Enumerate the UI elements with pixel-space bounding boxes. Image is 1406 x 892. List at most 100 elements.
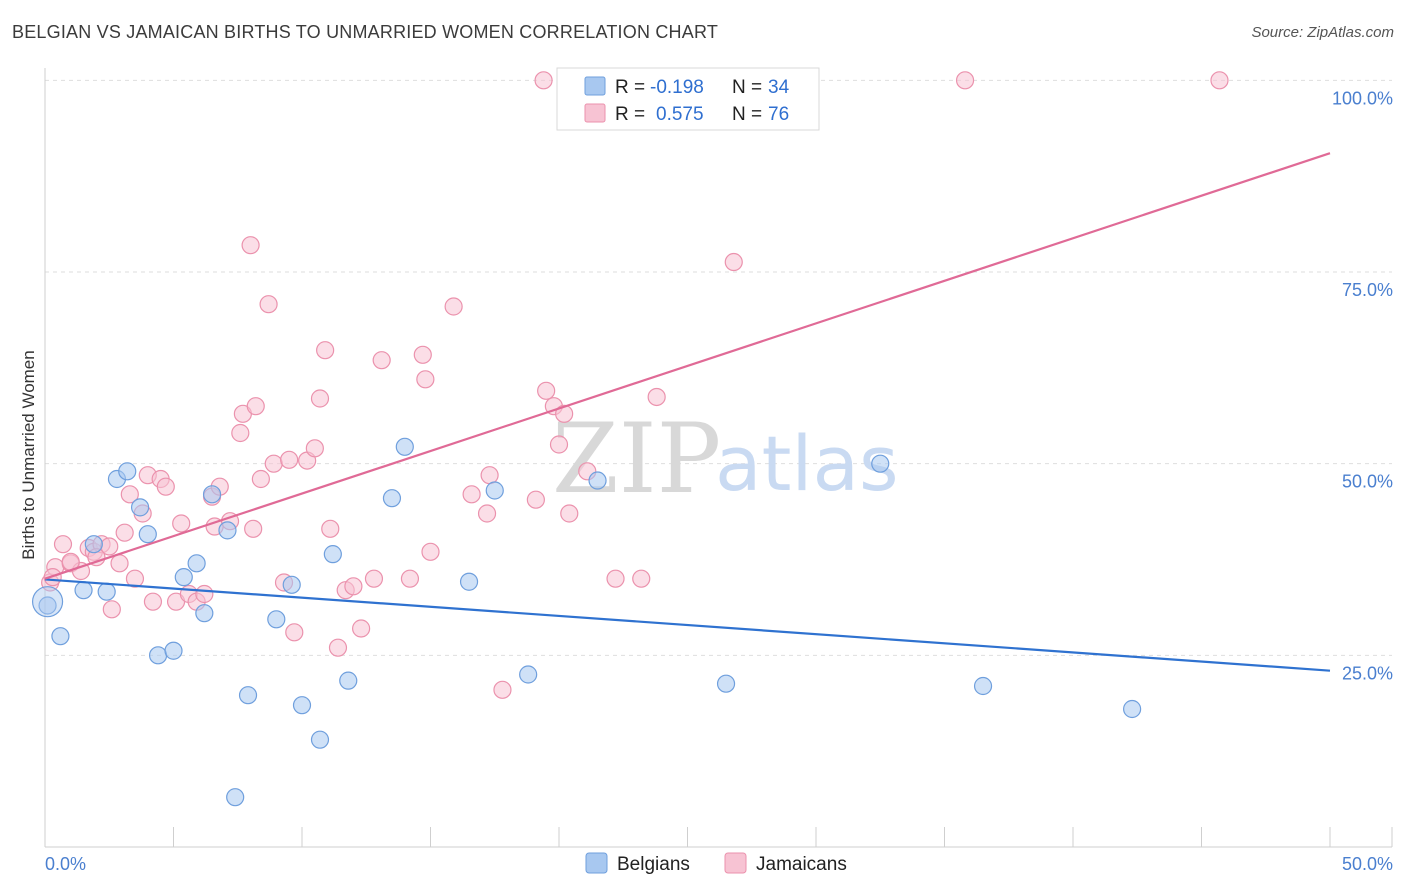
stats-n-label-jamaicans: N = [732, 104, 762, 125]
belgian-point [164, 641, 183, 660]
jamaican-point [632, 569, 651, 588]
jamaican-point [321, 519, 340, 538]
chart-title: BELGIAN VS JAMAICAN BIRTHS TO UNMARRIED … [12, 22, 719, 42]
jamaican-point [413, 345, 432, 364]
y-axis-title: Births to Unmarried Women [19, 350, 38, 559]
belgian-point [973, 676, 993, 696]
jamaican-point [195, 584, 214, 604]
belgian-point [395, 437, 414, 456]
stats-n-label-belgians: N = [732, 77, 762, 98]
jamaican-point [316, 341, 335, 360]
jamaican-point [955, 71, 975, 90]
belgian-point [267, 610, 286, 629]
gridlines [45, 79, 1392, 656]
jamaican-point [115, 523, 134, 542]
y-tick-label: 25.0% [1342, 663, 1393, 683]
x-tick-label: 50.0% [1342, 854, 1393, 874]
stats-n-value-jamaicans: 76 [768, 104, 789, 125]
axes [44, 68, 1392, 848]
belgian-point [292, 696, 312, 715]
belgian-point [282, 575, 301, 594]
jamaican-point [555, 404, 574, 423]
belgian-point [138, 525, 157, 544]
jamaican-point [462, 485, 481, 504]
jamaican-point [606, 569, 625, 588]
jamaican-point [264, 454, 283, 473]
jamaican-point [241, 236, 260, 255]
belgian-point [871, 454, 890, 473]
belgian-point [310, 730, 330, 749]
belgian-point [323, 545, 342, 564]
jamaican-point [172, 514, 191, 533]
jamaican-point [364, 569, 384, 588]
belgian-point [74, 581, 93, 600]
stats-r-value-belgians: -0.198 [650, 77, 704, 98]
jamaican-point [143, 592, 163, 611]
belgian-point [51, 627, 70, 646]
belgian-point [148, 646, 168, 665]
jamaican-point [549, 435, 569, 454]
jamaican-point [344, 577, 363, 596]
data-points [31, 71, 1229, 807]
belgian-point [130, 498, 150, 517]
jamaican-point [421, 542, 440, 561]
x-axis-ticks [44, 827, 1393, 847]
x-tick-label: 0.0% [45, 854, 86, 874]
jamaican-point [328, 638, 348, 657]
jamaican-point [372, 351, 391, 370]
jamaican-point [444, 297, 463, 316]
belgian-point [174, 568, 193, 587]
jamaican-point [310, 389, 330, 408]
belgian-trend-line [44, 578, 1331, 672]
belgian-point [339, 671, 358, 690]
jamaican-point [53, 535, 73, 554]
belgian-point [97, 582, 116, 601]
stats-r-value-jamaicans: 0.575 [656, 104, 704, 125]
trend-lines [44, 152, 1331, 672]
x-tick-labels: 0.0% 50.0% [45, 854, 1393, 874]
jamaican-point [110, 554, 129, 573]
y-tick-label: 50.0% [1342, 472, 1393, 492]
belgian-point [187, 554, 206, 573]
jamaican-point [416, 370, 435, 389]
jamaican-point [125, 569, 145, 588]
belgian-point [38, 596, 57, 615]
belgian-point [195, 604, 214, 623]
jamaican-point [120, 485, 139, 504]
belgian-point [716, 674, 736, 693]
jamaican-point [352, 619, 371, 638]
jamaican-point [647, 387, 666, 407]
belgian-point [84, 535, 103, 554]
jamaican-point [102, 600, 121, 619]
stats-n-value-belgians: 34 [768, 77, 790, 98]
y-tick-label: 100.0% [1332, 88, 1393, 108]
bottom-legend: Belgians Jamaicans [585, 852, 847, 875]
stats-r-label-jamaicans: R = [615, 104, 645, 125]
belgian-point [382, 489, 402, 508]
jamaican-point [231, 423, 250, 443]
watermark-zip: ZIP [552, 403, 721, 515]
jamaican-point [251, 469, 270, 489]
jamaican-point [560, 504, 579, 523]
y-tick-labels: 25.0% 50.0% 75.0% 100.0% [1332, 88, 1393, 683]
belgian-point [1123, 699, 1142, 719]
legend-swatch-belgians [585, 852, 608, 874]
jamaican-point [526, 490, 545, 509]
stats-r-label-belgians: R = [615, 77, 645, 98]
belgian-point [519, 665, 538, 684]
jamaican-point [477, 504, 497, 523]
jamaican-point [244, 519, 263, 538]
jamaican-point [285, 623, 304, 642]
jamaican-point [1210, 71, 1229, 90]
watermark-atlas: atlas [715, 419, 899, 508]
jamaican-point [305, 439, 324, 458]
jamaican-point [156, 477, 175, 496]
jamaican-point [480, 466, 499, 485]
jamaican-point [280, 450, 299, 469]
belgian-point [226, 788, 245, 807]
belgian-point [202, 485, 222, 504]
belgian-point [459, 572, 479, 591]
jamaican-point [724, 252, 743, 272]
belgian-point [218, 521, 237, 540]
